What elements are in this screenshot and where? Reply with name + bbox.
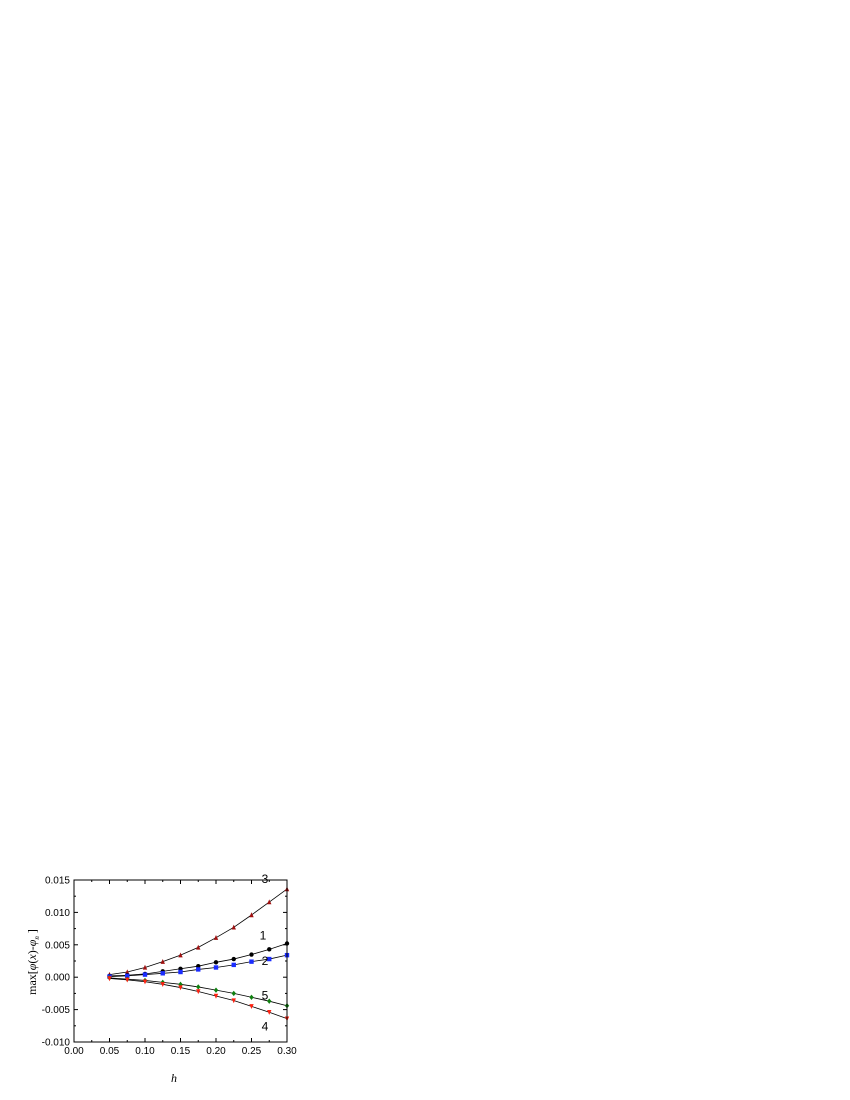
y-tick-label: 0.000 <box>45 973 70 984</box>
data-point-series-3 <box>178 952 183 958</box>
data-point-series-5 <box>267 998 272 1004</box>
y-axis-title: max[φ(x)-φn ] <box>25 929 41 995</box>
y-tick-label: 0.010 <box>45 908 70 919</box>
data-point-series-4 <box>267 1009 272 1015</box>
curve-label-4: 4 <box>262 1020 269 1034</box>
data-point-series-4 <box>142 979 148 985</box>
data-point-series-3 <box>231 924 236 930</box>
data-point-series-4 <box>196 989 201 995</box>
data-point-series-1 <box>213 960 219 965</box>
data-point-series-2 <box>249 959 254 964</box>
data-point-series-3 <box>249 912 254 918</box>
data-point-series-4 <box>107 976 112 982</box>
y-tick-label: -0.005 <box>42 1005 71 1016</box>
data-point-series-2 <box>231 962 236 968</box>
data-point-series-3 <box>213 934 219 940</box>
x-tick-label: 0.20 <box>206 1046 226 1057</box>
data-point-series-2 <box>125 973 130 979</box>
data-point-series-1 <box>267 947 272 952</box>
data-point-series-3 <box>142 964 148 970</box>
data-point-series-5 <box>213 987 219 993</box>
x-tick-label: 0.15 <box>171 1046 191 1057</box>
data-point-series-2 <box>178 969 183 975</box>
data-point-series-1 <box>249 952 254 957</box>
x-axis-title: h <box>171 1071 177 1085</box>
data-point-series-3 <box>196 944 201 950</box>
data-point-series-4 <box>178 985 183 991</box>
data-point-series-3 <box>125 969 130 975</box>
data-point-series-4 <box>213 993 219 999</box>
data-point-series-2 <box>267 956 272 962</box>
data-point-series-4 <box>249 1004 254 1010</box>
data-point-series-4 <box>160 982 165 988</box>
x-tick-label: 0.05 <box>100 1046 120 1057</box>
y-tick-label: 0.015 <box>45 876 70 887</box>
curve-label-1: 1 <box>260 929 267 943</box>
data-point-series-5 <box>196 984 201 990</box>
curve-label-3: 3 <box>262 872 269 886</box>
x-tick-label: 0.00 <box>64 1046 84 1057</box>
data-point-series-2 <box>213 965 219 970</box>
data-point-series-4 <box>231 998 236 1004</box>
x-tick-label: 0.30 <box>277 1046 297 1057</box>
curve-label-5: 5 <box>262 989 269 1003</box>
data-point-series-3 <box>267 899 272 905</box>
data-point-series-4 <box>125 977 130 983</box>
data-point-series-2 <box>142 972 148 977</box>
curve-label-2: 2 <box>262 954 269 968</box>
data-point-series-2 <box>160 971 165 976</box>
data-point-series-2 <box>196 967 201 972</box>
x-tick-label: 0.25 <box>242 1046 262 1057</box>
data-point-series-5 <box>249 994 254 1000</box>
data-point-series-1 <box>231 956 236 962</box>
data-point-series-5 <box>231 990 236 997</box>
x-tick-label: 0.10 <box>135 1046 155 1057</box>
data-point-series-3 <box>160 958 165 964</box>
y-tick-label: -0.010 <box>42 1038 71 1049</box>
y-tick-label: 0.005 <box>45 940 70 951</box>
